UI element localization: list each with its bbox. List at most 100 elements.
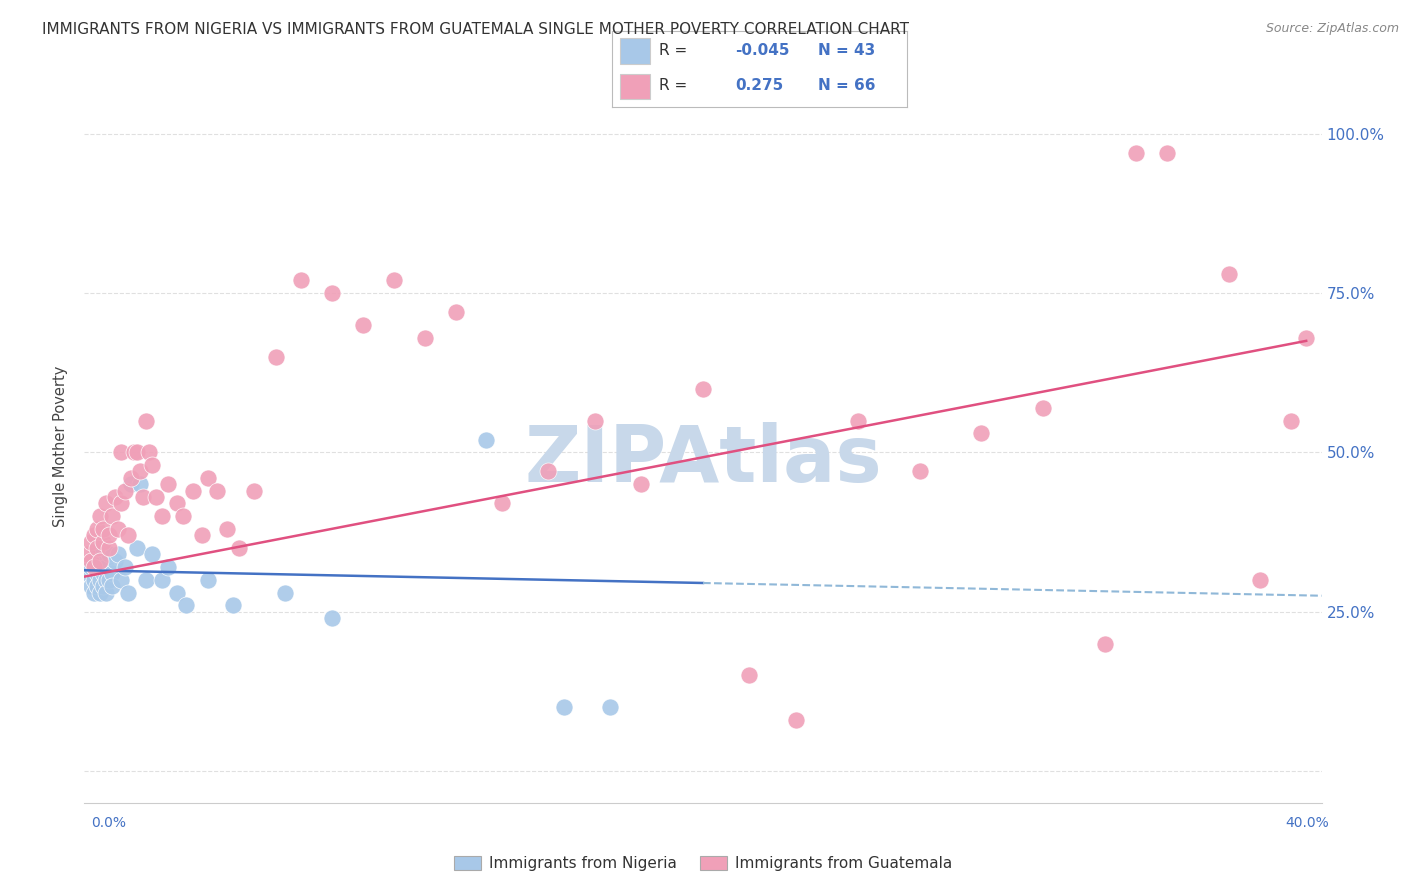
Point (83, 528, 105, 542)
Point (138, 445, 160, 459)
Point (98, 547, 121, 561)
Point (98, 528, 121, 542)
Point (117, 528, 139, 542)
Point (86, 522, 108, 536)
Point (110, 445, 132, 459)
Point (553, 700, 575, 714)
Text: ZIPAtlas: ZIPAtlas (524, 422, 882, 499)
Point (76, 566, 98, 581)
Point (166, 585, 188, 599)
Point (86, 547, 108, 561)
Point (1249, 573, 1271, 587)
Point (83, 573, 105, 587)
Point (122, 445, 145, 459)
Point (79, 579, 101, 593)
Text: R =: R = (659, 43, 692, 58)
Text: 0.0%: 0.0% (91, 816, 127, 830)
Point (114, 560, 136, 574)
Point (101, 579, 124, 593)
Text: 0.275: 0.275 (735, 78, 785, 94)
Point (135, 413, 157, 427)
Point (89, 560, 111, 574)
Point (101, 509, 124, 524)
Point (172, 509, 194, 524)
Point (86, 566, 108, 581)
Point (970, 426, 993, 441)
Point (1094, 636, 1116, 650)
Point (207, 483, 229, 498)
Point (89, 554, 111, 568)
Text: 40.0%: 40.0% (1285, 816, 1329, 830)
Point (145, 490, 167, 504)
Point (141, 458, 163, 472)
Point (228, 541, 250, 555)
Point (321, 611, 343, 625)
FancyBboxPatch shape (620, 74, 650, 99)
Point (91, 554, 114, 568)
Point (98, 573, 121, 587)
Point (132, 490, 155, 504)
Point (352, 318, 374, 332)
Point (91, 579, 114, 593)
Point (114, 483, 136, 498)
Point (176, 599, 198, 613)
Point (243, 483, 266, 498)
FancyBboxPatch shape (620, 38, 650, 64)
Point (125, 541, 148, 555)
Point (91, 522, 114, 536)
Point (98, 541, 121, 555)
Point (83, 585, 105, 599)
Text: N = 43: N = 43 (818, 43, 876, 58)
Point (86, 541, 108, 555)
Text: -0.045: -0.045 (735, 43, 790, 58)
Point (583, 413, 606, 427)
Text: R =: R = (659, 78, 697, 94)
Point (125, 445, 148, 459)
Point (197, 471, 219, 485)
Point (197, 573, 219, 587)
Point (1218, 267, 1240, 281)
Text: Source: ZipAtlas.com: Source: ZipAtlas.com (1265, 22, 1399, 36)
Point (1125, 145, 1147, 160)
Point (382, 273, 405, 287)
Point (86, 579, 108, 593)
Point (94, 573, 117, 587)
Point (89, 509, 111, 524)
Point (274, 585, 297, 599)
Point (107, 547, 129, 561)
Point (738, 668, 761, 682)
Point (120, 471, 142, 485)
Text: N = 66: N = 66 (818, 78, 876, 94)
Point (94, 585, 117, 599)
Point (135, 573, 157, 587)
Point (1156, 145, 1178, 160)
Point (491, 496, 513, 510)
Point (94, 560, 117, 574)
Point (215, 522, 238, 536)
Point (150, 509, 173, 524)
Point (104, 554, 127, 568)
Point (290, 273, 312, 287)
Legend: Immigrants from Nigeria, Immigrants from Guatemala: Immigrants from Nigeria, Immigrants from… (447, 850, 959, 877)
Point (83, 560, 105, 574)
Point (321, 286, 343, 301)
Point (156, 560, 179, 574)
Point (692, 382, 714, 396)
Point (222, 599, 245, 613)
Point (1295, 331, 1317, 345)
Point (89, 573, 111, 587)
Text: IMMIGRANTS FROM NIGERIA VS IMMIGRANTS FROM GUATEMALA SINGLE MOTHER POVERTY CORRE: IMMIGRANTS FROM NIGERIA VS IMMIGRANTS FR… (42, 22, 910, 37)
Point (156, 477, 179, 491)
Point (181, 483, 204, 498)
Point (129, 465, 152, 479)
Point (1032, 401, 1054, 415)
Point (166, 496, 188, 510)
Point (191, 528, 214, 542)
Point (110, 496, 132, 510)
Point (444, 305, 467, 319)
Point (599, 700, 621, 714)
Point (107, 522, 129, 536)
Point (264, 350, 287, 364)
Point (104, 490, 127, 504)
Point (76, 547, 98, 561)
